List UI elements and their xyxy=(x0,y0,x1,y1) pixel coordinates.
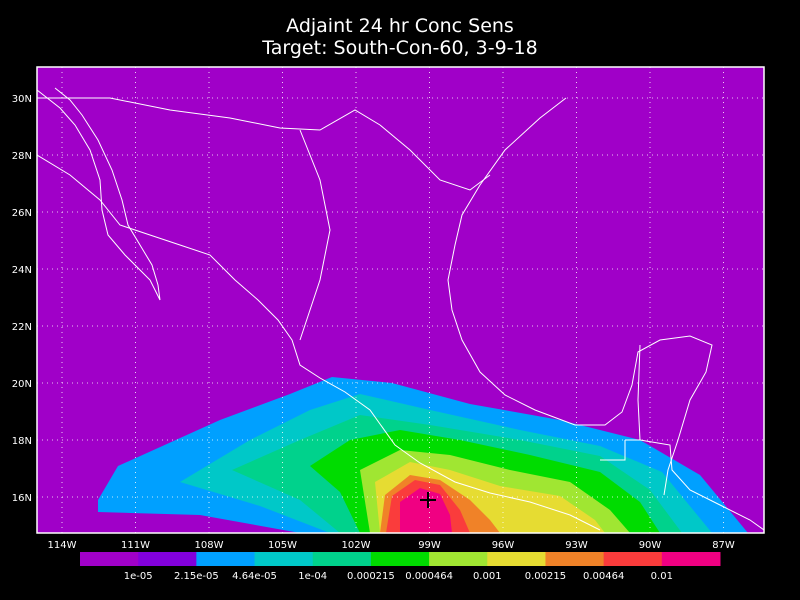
lon-label: 90W xyxy=(639,540,662,551)
guatemala-border xyxy=(600,440,626,461)
colorbar-swatch xyxy=(661,552,721,566)
lon-label: 108W xyxy=(195,540,224,551)
colorbar-label: 0.000215 xyxy=(347,571,395,582)
colorbar-swatch xyxy=(138,552,197,566)
central-america xyxy=(625,439,764,531)
title-line: Adjaint 24 hr Conc Sens xyxy=(286,15,514,37)
lat-label: 16N xyxy=(12,493,32,504)
colorbar-label: 4.64e-05 xyxy=(232,571,277,582)
colorbar-label: 0.00215 xyxy=(525,571,566,582)
lat-label: 28N xyxy=(12,151,32,162)
us-border xyxy=(37,97,491,191)
colorbar-label: 1e-05 xyxy=(124,571,153,582)
plot-frame xyxy=(36,66,765,534)
contour-band xyxy=(400,488,452,533)
lon-label: 96W xyxy=(492,540,515,551)
colorbar-label: 1e-04 xyxy=(298,571,327,582)
colorbar: 1e-05 2.15e-05 4.64e-05 1e-04 0.000215 0.0004… xyxy=(80,552,721,582)
yucatan-border xyxy=(637,344,641,441)
lat-label: 24N xyxy=(12,265,32,276)
pacific-coast xyxy=(37,154,601,531)
colorbar-label: 0.01 xyxy=(651,571,673,582)
colorbar-swatch xyxy=(312,552,372,566)
lon-label: 93W xyxy=(565,540,588,551)
lat-label: 22N xyxy=(12,322,32,333)
lon-label: 105W xyxy=(268,540,297,551)
lat-label: 30N xyxy=(12,94,32,105)
colorbar-swatch xyxy=(603,552,663,566)
lon-label: 114W xyxy=(48,540,77,551)
lon-label: 111W xyxy=(121,540,150,551)
colorbar-swatch xyxy=(370,552,430,566)
colorbar-label: 0.000464 xyxy=(405,571,453,582)
lon-label: 99W xyxy=(418,540,441,551)
state-lines xyxy=(299,129,331,341)
colorbar-label: 0.001 xyxy=(473,571,502,582)
baja-california xyxy=(37,87,161,301)
lon-label: 102W xyxy=(342,540,371,551)
colorbar-swatch xyxy=(429,552,488,566)
coastlines xyxy=(37,87,764,531)
lat-label: 18N xyxy=(12,436,32,447)
colorbar-swatch xyxy=(80,552,139,566)
lon-label: 87W xyxy=(712,540,735,551)
lat-label: 26N xyxy=(12,208,32,219)
colorbar-label: 2.15e-05 xyxy=(174,571,219,582)
colorbar-swatch xyxy=(254,552,314,566)
colorbar-label: 0.00464 xyxy=(583,571,624,582)
colorbar-swatch xyxy=(487,552,546,566)
colorbar-swatch xyxy=(545,552,605,566)
title-line: Target: South-Con-60, 3-9-18 xyxy=(261,37,537,59)
target-marker xyxy=(420,492,436,508)
lat-label: 20N xyxy=(12,379,32,390)
axis-labels: 30N 28N 26N 24N 22N 20N 18N 16N 114W 111W 108W 105W… xyxy=(12,94,735,551)
colorbar-swatch xyxy=(196,552,256,566)
gulf-coast xyxy=(447,97,713,496)
